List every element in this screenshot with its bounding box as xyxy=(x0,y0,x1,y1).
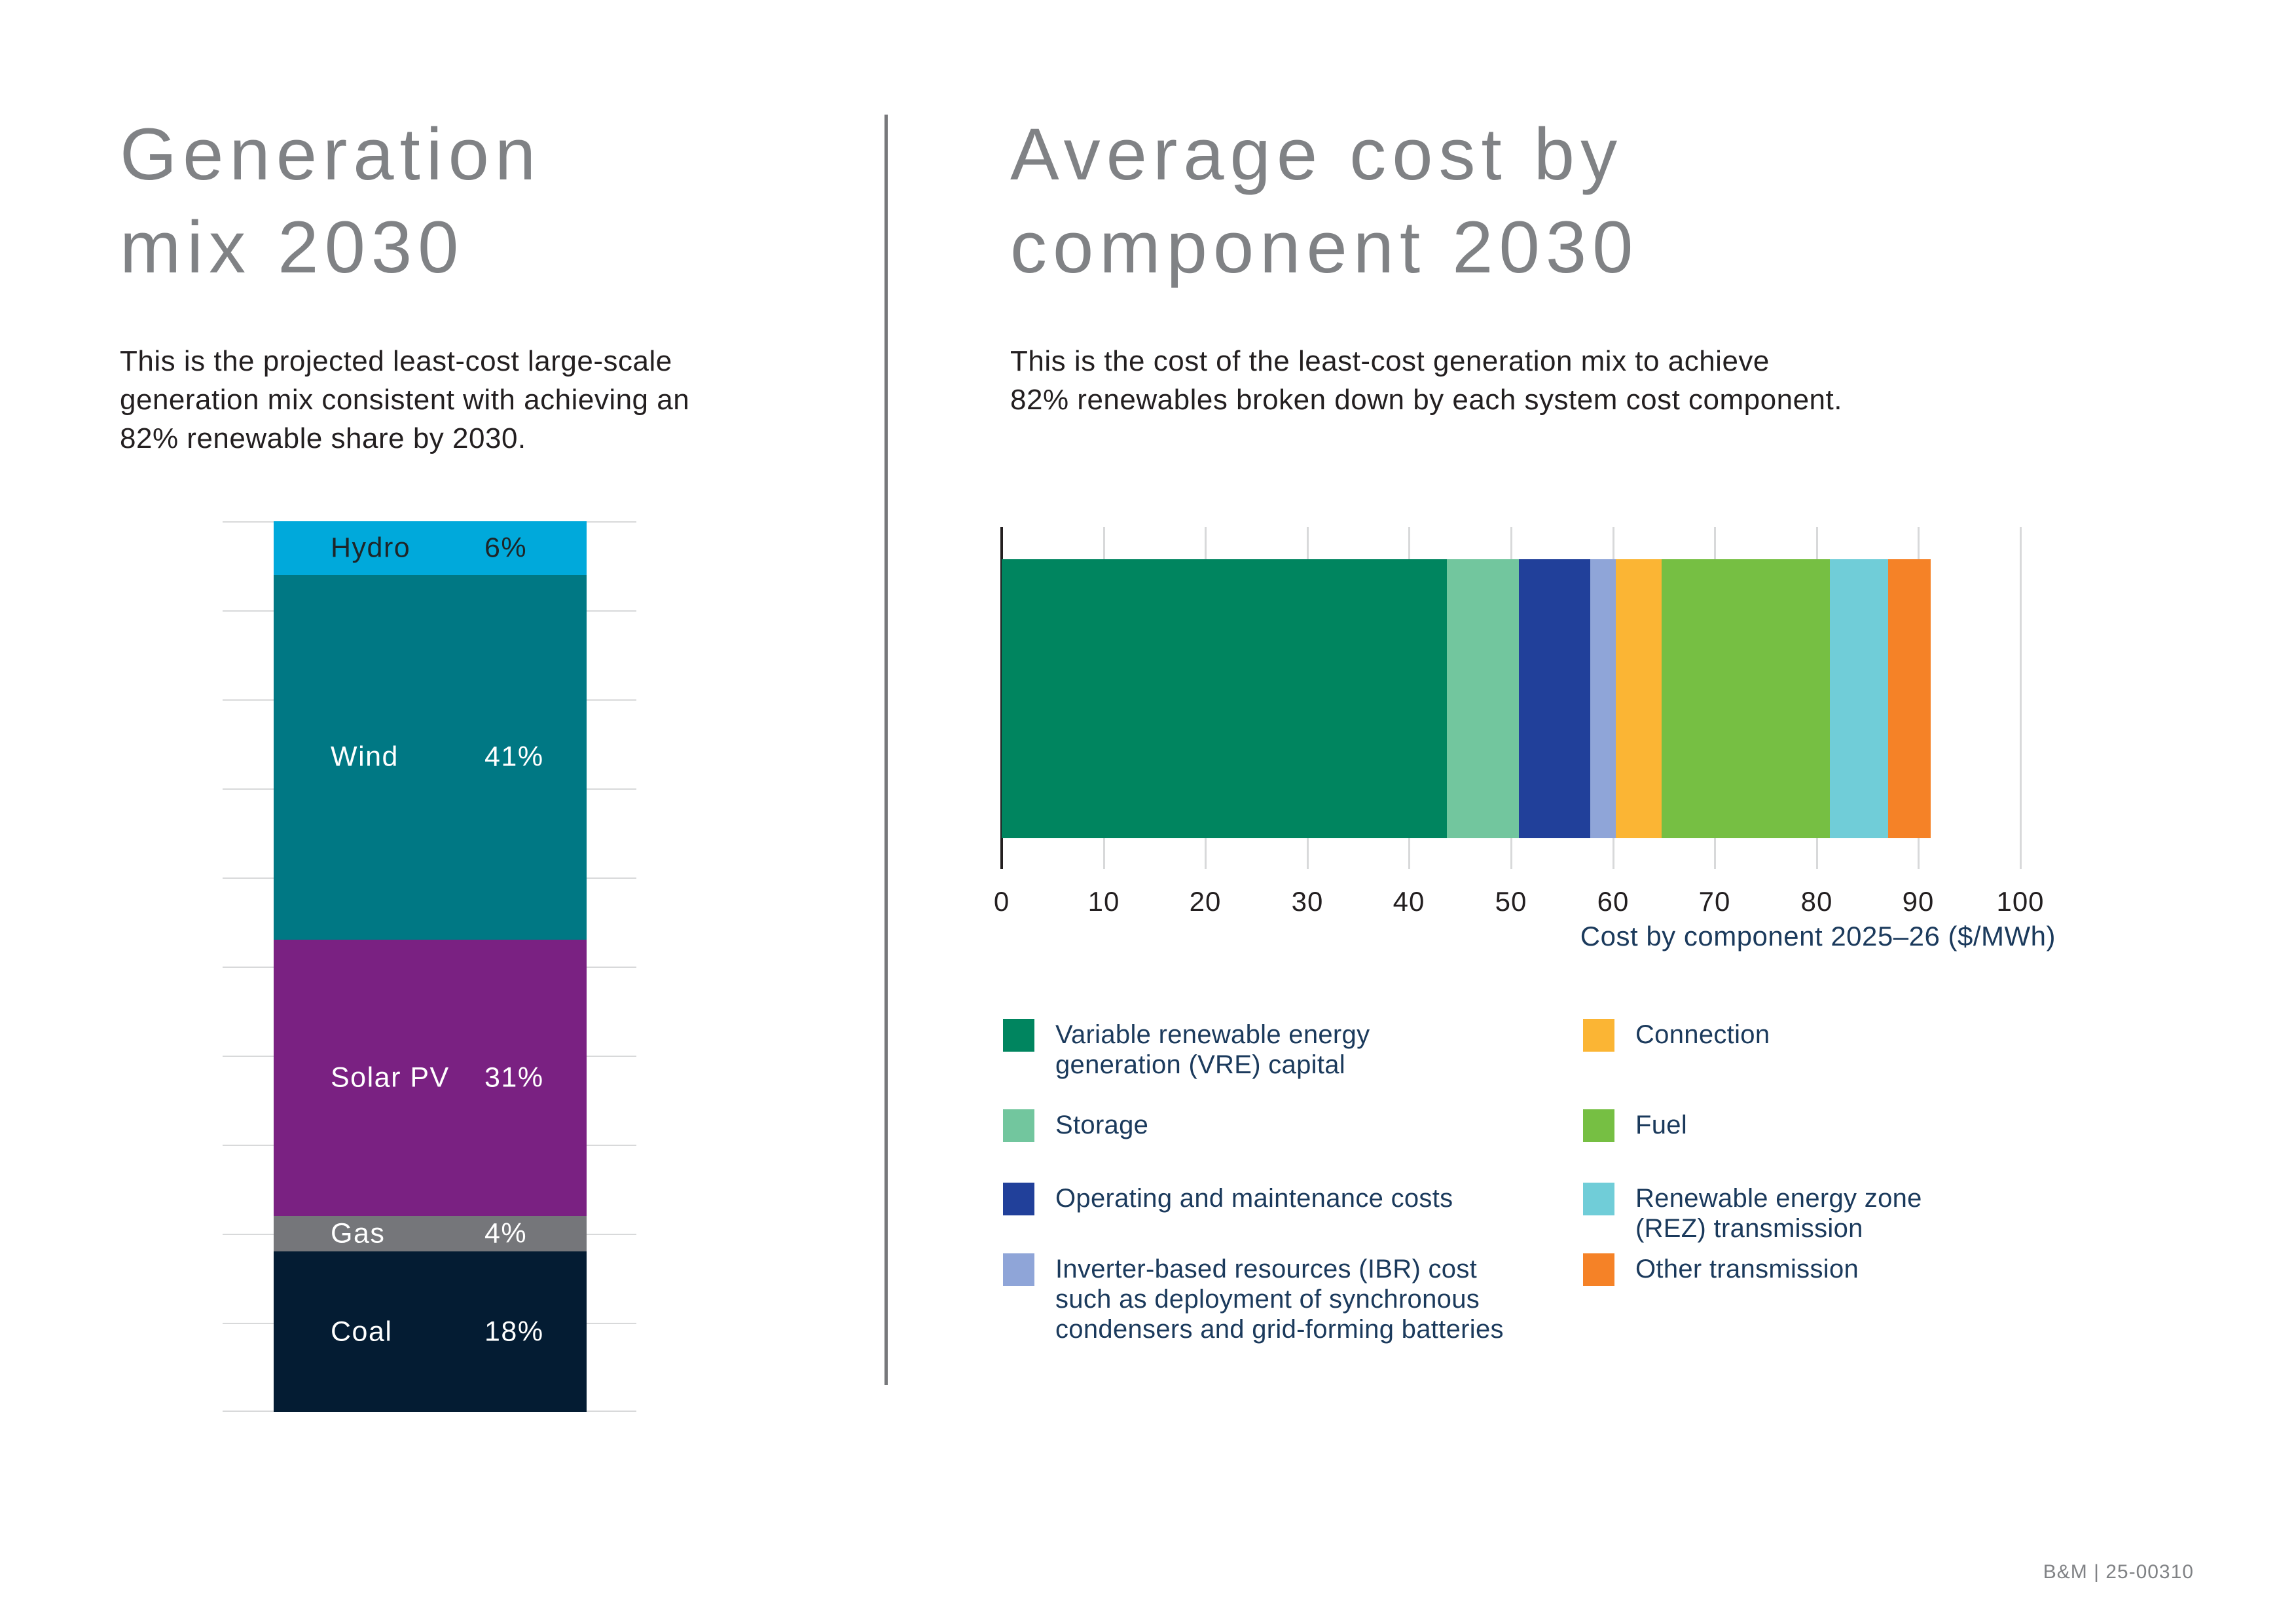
text-line: Renewable energy zone xyxy=(1635,1184,1922,1213)
cost-component-bar xyxy=(1002,559,1931,838)
legend-swatch xyxy=(1583,1183,1614,1215)
bar-segment-other-transmission xyxy=(1887,559,1931,838)
cost-chart-axis-title: Cost by component 2025–26 ($/MWh) xyxy=(1580,921,2056,951)
bar-segment-storage xyxy=(1446,559,1520,838)
right-title-line-2: component 2030 xyxy=(1010,206,1639,288)
text-line: generation (VRE) capital xyxy=(1055,1050,1345,1079)
right-title-line-1: Average cost by xyxy=(1010,113,1624,195)
legend-label: Storage xyxy=(1055,1109,1148,1140)
text-line: condensers and grid-forming batteries xyxy=(1055,1315,1504,1344)
segment-label: Hydro xyxy=(331,532,411,564)
x-tick-label: 100 xyxy=(1996,886,2045,917)
segment-label: Wind xyxy=(331,741,399,773)
segment-label: Solar PV xyxy=(331,1061,450,1094)
legend-swatch xyxy=(1003,1109,1034,1142)
x-tick-label: 80 xyxy=(1800,886,1833,917)
legend-label: Inverter-based resources (IBR) cost such … xyxy=(1055,1253,1504,1344)
text-line: Storage xyxy=(1055,1111,1149,1139)
gridline xyxy=(2020,527,2022,869)
text-line: generation mix consistent with achieving… xyxy=(120,384,690,416)
legend-swatch xyxy=(1583,1253,1614,1286)
segment-value: 41% xyxy=(484,741,544,773)
legend-label: Fuel xyxy=(1635,1109,1687,1140)
x-tick-label: 40 xyxy=(1393,886,1425,917)
legend-item: Variable renewable energy generation (VRE… xyxy=(1003,1019,1370,1080)
legend-item: Inverter-based resources (IBR) cost such … xyxy=(1003,1253,1504,1344)
x-tick-label: 10 xyxy=(1087,886,1120,917)
bar-segment-inverter-based-resources-(ibr) xyxy=(1590,559,1616,838)
text-line: 82% renewable share by 2030. xyxy=(120,422,526,454)
panel-divider xyxy=(884,115,888,1385)
text-line: Fuel xyxy=(1635,1111,1688,1139)
text-line: This is the projected least-cost large-s… xyxy=(120,345,672,377)
text-line: Operating and maintenance costs xyxy=(1055,1184,1453,1213)
text-line: Variable renewable energy xyxy=(1055,1020,1370,1049)
text-line: Other transmission xyxy=(1635,1255,1859,1283)
x-tick-label: 70 xyxy=(1698,886,1731,917)
segment-label: Gas xyxy=(331,1217,386,1249)
bar-segment-solar-pv: Solar PV 31% xyxy=(274,940,587,1216)
legend-label: Other transmission xyxy=(1635,1253,1859,1284)
text-line: Inverter-based resources (IBR) cost xyxy=(1055,1255,1478,1283)
left-panel-title: Generation mix 2030 xyxy=(120,108,541,294)
bar-segment-fuel xyxy=(1662,559,1830,838)
legend-item: Fuel xyxy=(1583,1109,1687,1142)
legend-item: Operating and maintenance costs xyxy=(1003,1183,1453,1215)
x-tick-label: 50 xyxy=(1495,886,1527,917)
legend-label: Renewable energy zone (REZ) transmission xyxy=(1635,1183,1922,1244)
bar-segment-hydro: Hydro 6% xyxy=(274,521,587,575)
legend-swatch xyxy=(1003,1019,1034,1052)
segment-value: 6% xyxy=(484,532,528,564)
legend-item: Connection xyxy=(1583,1019,1770,1052)
legend-swatch xyxy=(1003,1183,1034,1215)
x-tick-label: 30 xyxy=(1291,886,1324,917)
x-tick-label: 20 xyxy=(1189,886,1222,917)
bar-segment-coal: Coal 18% xyxy=(274,1251,587,1412)
legend-item: Renewable energy zone (REZ) transmission xyxy=(1583,1183,1922,1244)
right-panel-title: Average cost by component 2030 xyxy=(1010,108,1639,294)
segment-value: 18% xyxy=(484,1316,544,1348)
legend-swatch xyxy=(1583,1109,1614,1142)
bar-segment-gas: Gas 4% xyxy=(274,1215,587,1252)
text-line: (REZ) transmission xyxy=(1635,1214,1863,1243)
legend-item: Storage xyxy=(1003,1109,1148,1142)
generation-mix-chart: Hydro 6% Wind 41% Solar PV 31% Gas 4% Coal 18% xyxy=(223,521,636,1412)
segment-label: Coal xyxy=(331,1316,393,1348)
legend-label: Operating and maintenance costs xyxy=(1055,1183,1453,1213)
x-tick-label: 60 xyxy=(1597,886,1630,917)
bar-segment-connection xyxy=(1616,559,1662,838)
segment-value: 4% xyxy=(484,1217,528,1249)
left-title-line-2: mix 2030 xyxy=(120,206,465,288)
cost-by-component-chart: 0 10 20 30 40 50 60 70 80 90 100 xyxy=(994,527,2044,917)
legend-swatch xyxy=(1003,1253,1034,1286)
text-line: 82% renewables broken down by each syste… xyxy=(1010,384,1842,416)
bar-segment-wind: Wind 41% xyxy=(274,574,587,940)
left-panel-subtitle: This is the projected least-cost large-s… xyxy=(120,342,689,458)
bar-segment-renewable-energy-zone xyxy=(1829,559,1888,838)
bar-segment-operating-and-maintenance xyxy=(1519,559,1591,838)
text-line: This is the cost of the least-cost gener… xyxy=(1010,345,1770,377)
x-tick-label: 90 xyxy=(1902,886,1935,917)
right-panel-subtitle: This is the cost of the least-cost gener… xyxy=(1010,342,1842,419)
left-title-line-1: Generation xyxy=(120,113,542,195)
x-tick-label: 0 xyxy=(993,886,1010,917)
legend-label: Variable renewable energy generation (VRE… xyxy=(1055,1019,1370,1080)
bar-segment-variable-renewable-energy xyxy=(1002,559,1447,838)
legend-item: Other transmission xyxy=(1583,1253,1859,1286)
segment-value: 31% xyxy=(484,1061,544,1094)
footer-reference: B&M | 25-00310 xyxy=(2043,1561,2194,1583)
legend-swatch xyxy=(1583,1019,1614,1052)
text-line: such as deployment of synchronous xyxy=(1055,1285,1480,1314)
generation-mix-bar: Hydro 6% Wind 41% Solar PV 31% Gas 4% Coal 18% xyxy=(274,521,587,1412)
text-line: Connection xyxy=(1635,1020,1770,1049)
legend-label: Connection xyxy=(1635,1019,1770,1050)
